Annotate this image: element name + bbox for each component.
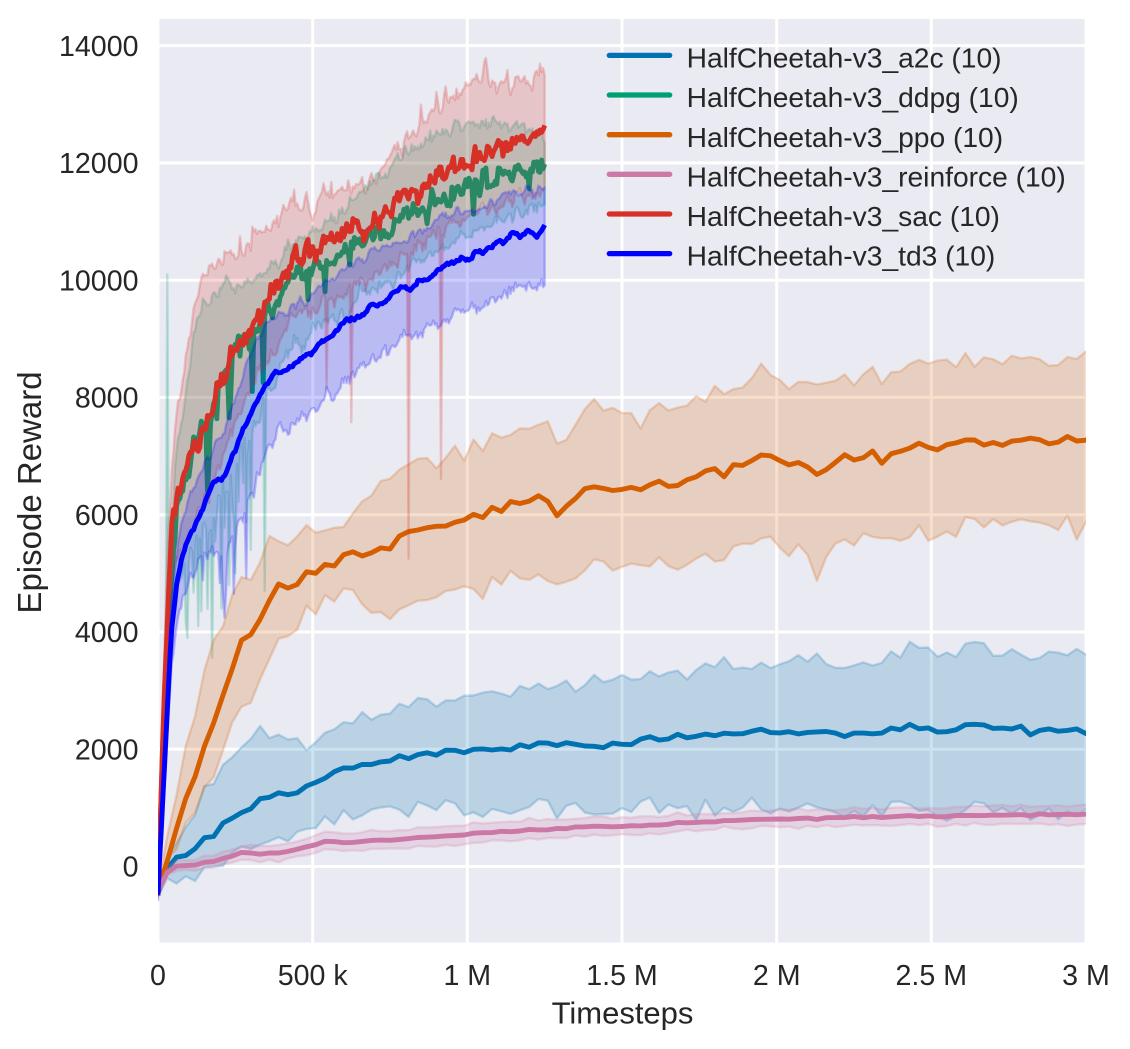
svg-text:4000: 4000 <box>75 617 139 649</box>
svg-text:HalfCheetah-v3_ddpg (10): HalfCheetah-v3_ddpg (10) <box>687 81 1019 113</box>
svg-text:HalfCheetah-v3_reinforce (10): HalfCheetah-v3_reinforce (10) <box>687 160 1066 192</box>
svg-text:3 M: 3 M <box>1062 960 1110 992</box>
svg-text:2.5 M: 2.5 M <box>896 960 968 992</box>
svg-text:10000: 10000 <box>59 265 139 297</box>
svg-text:0: 0 <box>123 852 139 884</box>
svg-text:HalfCheetah-v3_ppo (10): HalfCheetah-v3_ppo (10) <box>687 121 1004 153</box>
svg-text:8000: 8000 <box>75 383 139 415</box>
svg-text:1.5 M: 1.5 M <box>586 960 658 992</box>
svg-text:6000: 6000 <box>75 500 139 532</box>
svg-text:HalfCheetah-v3_td3 (10): HalfCheetah-v3_td3 (10) <box>687 240 996 272</box>
svg-text:HalfCheetah-v3_a2c (10): HalfCheetah-v3_a2c (10) <box>687 42 1002 74</box>
svg-text:0: 0 <box>150 960 166 992</box>
svg-text:HalfCheetah-v3_sac (10): HalfCheetah-v3_sac (10) <box>687 200 1000 232</box>
svg-text:500 k: 500 k <box>278 960 349 992</box>
svg-text:Episode Reward: Episode Reward <box>11 371 48 613</box>
svg-text:12000: 12000 <box>59 148 139 180</box>
svg-text:Timesteps: Timesteps <box>552 996 694 1031</box>
svg-text:2000: 2000 <box>75 734 139 766</box>
svg-text:1 M: 1 M <box>443 960 491 992</box>
svg-text:14000: 14000 <box>59 31 139 63</box>
svg-text:2 M: 2 M <box>753 960 801 992</box>
